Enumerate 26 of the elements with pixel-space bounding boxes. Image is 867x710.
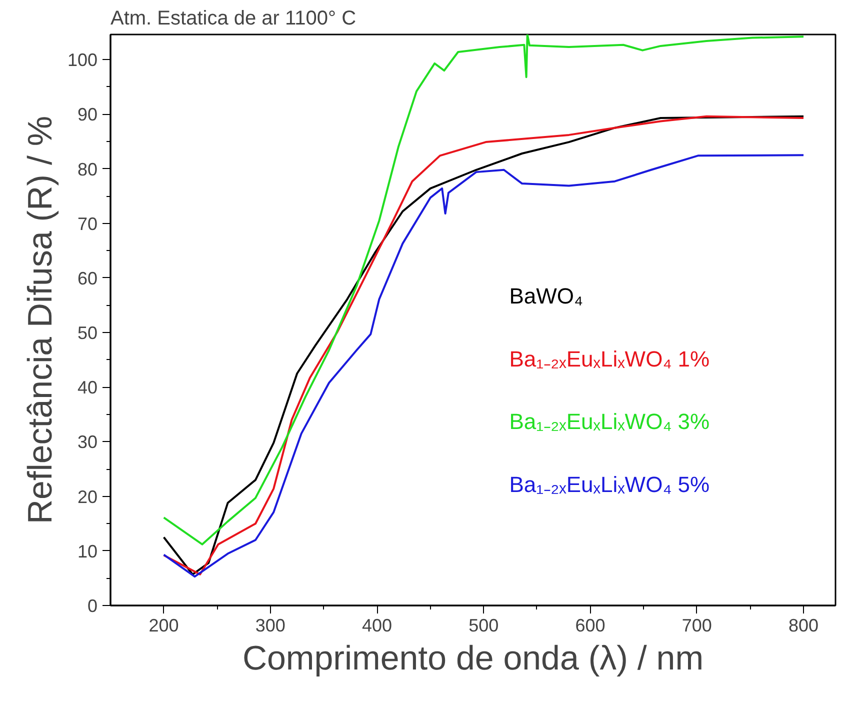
y-tick-label: 90 (77, 104, 98, 125)
y-axis-title: Reflectância Difusa (R) / % (21, 116, 60, 524)
y-tick-label: 60 (77, 268, 98, 288)
x-axis-title: Comprimento de onda (λ) / nm (242, 640, 704, 678)
y-tick-label: 40 (77, 378, 98, 398)
x-tick-label: 200 (148, 616, 179, 636)
y-tick-label: 10 (77, 541, 98, 562)
y-tick-label: 50 (77, 323, 98, 344)
chart-title: Atm. Estatica de ar 1100° C (110, 8, 356, 30)
y-tick-label: 100 (67, 50, 98, 70)
x-tick-label: 500 (468, 616, 499, 636)
x-tick-label: 700 (682, 616, 712, 636)
x-tick-label: 600 (575, 616, 606, 636)
line-series (162, 34, 805, 546)
x-tick-label: 300 (255, 616, 286, 636)
x-tick-label: 400 (362, 616, 392, 636)
y-tick-label: 80 (77, 159, 98, 180)
text: Ba₁₋₂ₓEuₓLiₓWO₄ 5% (509, 472, 710, 498)
y-tick-label: 30 (77, 432, 98, 452)
text: Ba₁₋₂ₓEuₓLiₓWO₄ 1% (509, 346, 710, 372)
x-tick-label: 800 (788, 616, 819, 636)
text: BaWO₄ (509, 284, 584, 309)
y-tick-label: 20 (77, 486, 98, 507)
y-tick-label: 0 (87, 596, 98, 616)
text: Ba₁₋₂ₓEuₓLiₓWO₄ 3% (509, 409, 710, 434)
y-tick-label: 70 (77, 214, 98, 234)
